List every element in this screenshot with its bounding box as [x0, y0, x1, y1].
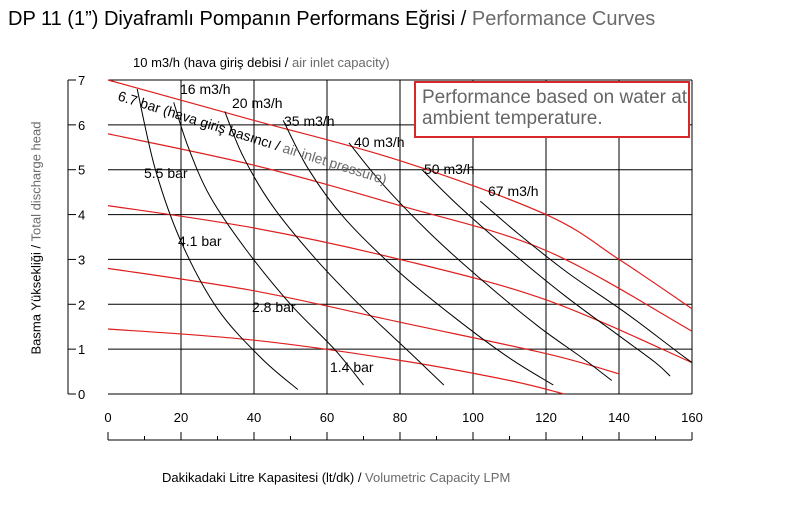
flow-curve — [224, 111, 445, 386]
pressure-curve-label: 2.8 bar — [252, 299, 296, 315]
flow-curve-label: 35 m3/h — [284, 113, 335, 129]
x-axis-label-en: Volumetric Capacity LPM — [365, 470, 511, 485]
flow-curve-label: 50 m3/h — [424, 161, 475, 177]
pressure-curve-label: 4.1 bar — [178, 233, 222, 249]
y-tick-label: 5 — [78, 163, 85, 178]
flow-curve-label: 67 m3/h — [488, 183, 539, 199]
pressure-curve — [107, 133, 693, 332]
flow-curve — [421, 169, 671, 377]
y-tick-label: 6 — [78, 118, 85, 133]
title-en: Performance Curves — [471, 8, 656, 30]
note-box: Performance based on water at ambient te… — [414, 81, 690, 138]
pressure-curve — [107, 205, 693, 364]
x-axis-label-tr: Dakikadaki Litre Kapasitesi (lt/dk) — [162, 470, 355, 485]
pressure-curve — [107, 328, 565, 395]
chart-title: DP 11 (1”) Diyaframlı Pompanın Performan… — [8, 8, 655, 31]
flow-curve — [136, 88, 299, 390]
pressure-curve — [107, 79, 693, 310]
flow-curve-label: 16 m3/h — [180, 81, 231, 97]
y-tick-label: 0 — [78, 387, 85, 402]
pressure-curve-label: 5.5 bar — [144, 165, 188, 181]
x-tick-label: 40 — [247, 410, 261, 425]
y-tick-label: 4 — [78, 208, 85, 223]
air-capacity-caption: 10 m3/h (hava giriş debisi / air inlet c… — [133, 55, 390, 70]
title-tr: DP 11 (1”) Diyaframlı Pompanın Performan… — [8, 8, 456, 30]
x-tick-label: 140 — [608, 410, 630, 425]
y-tick-label: 7 — [78, 73, 85, 88]
pressure-curve — [107, 267, 620, 375]
flow-curve — [348, 142, 613, 381]
y-tick-label: 1 — [78, 342, 85, 357]
x-tick-label: 0 — [104, 410, 111, 425]
y-tick-label: 3 — [78, 252, 85, 267]
air-capacity-caption-en: air inlet capacity) — [291, 55, 390, 70]
x-tick-label: 120 — [535, 410, 557, 425]
flow-curve-label: 20 m3/h — [232, 95, 283, 111]
x-tick-label: 20 — [174, 410, 188, 425]
flow-curve — [479, 200, 693, 364]
x-tick-label: 100 — [462, 410, 484, 425]
pressure-curve-label: 1.4 bar — [330, 359, 374, 375]
x-tick-label: 60 — [320, 410, 334, 425]
air-capacity-caption-tr: 10 m3/h (hava giriş debisi — [133, 55, 282, 70]
title-separator: / — [455, 8, 472, 30]
flow-curve — [173, 102, 364, 386]
flow-curve — [282, 120, 554, 386]
flow-curve-label: 40 m3/h — [354, 134, 405, 150]
x-axis-label: Dakikadaki Litre Kapasitesi (lt/dk) / Vo… — [162, 470, 511, 485]
y-tick-label: 2 — [78, 297, 85, 312]
x-tick-label: 160 — [681, 410, 703, 425]
x-tick-label: 80 — [393, 410, 407, 425]
